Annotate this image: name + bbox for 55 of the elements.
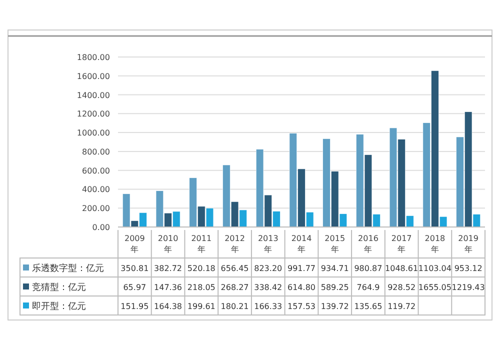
x-tick-label: 2010年 <box>158 234 178 254</box>
y-tick-label: 600.00 <box>82 166 110 176</box>
x-tick-label: 2013年 <box>258 234 278 254</box>
y-tick-label: 0.00 <box>92 223 110 232</box>
data-label: 268.27 <box>220 283 249 292</box>
data-label: 218.05 <box>187 283 216 292</box>
data-label: 764.9 <box>356 283 380 292</box>
data-label: 135.65 <box>354 302 382 311</box>
data-label: 119.72 <box>388 302 416 311</box>
data-label: 589.25 <box>320 283 349 292</box>
data-label: 382.72 <box>154 264 182 273</box>
data-label: 139.72 <box>320 302 349 311</box>
data-label: 147.36 <box>154 283 182 292</box>
data-label: 1048.61 <box>385 264 418 273</box>
y-tick-label: 800.00 <box>82 147 110 156</box>
legend-label: 竞猜型：亿元 <box>32 282 86 293</box>
data-label: 65.97 <box>123 283 146 292</box>
x-tick-label: 2014年 <box>291 234 312 254</box>
data-label: 1655.05 <box>418 283 452 292</box>
y-tick-label: 200.00 <box>82 204 110 214</box>
data-label: 338.42 <box>254 283 282 292</box>
y-tick-label: 1600.00 <box>76 72 110 81</box>
x-tick-label: 2012年 <box>224 234 245 254</box>
data-label: 991.77 <box>288 264 316 273</box>
data-label: 656.45 <box>220 264 249 273</box>
x-tick-label: 2016年 <box>358 234 378 254</box>
legend-label: 乐透数字型：亿元 <box>32 263 104 274</box>
y-tick-label: 1200.00 <box>76 110 110 119</box>
legend-label: 即开型：亿元 <box>32 301 86 312</box>
data-label: 823.20 <box>254 264 282 273</box>
data-label: 180.21 <box>220 302 249 311</box>
y-tick-label: 1800.00 <box>76 53 110 62</box>
x-tick-label: 2018年 <box>424 234 446 254</box>
data-label: 934.71 <box>320 264 349 273</box>
x-tick-label: 2011年 <box>191 234 212 254</box>
x-tick-label: 2009年 <box>124 234 145 254</box>
x-tick-label: 2015年 <box>324 234 346 254</box>
y-tick-label: 1400.00 <box>76 90 110 100</box>
data-label: 157.53 <box>288 302 316 311</box>
data-label: 980.87 <box>354 264 382 273</box>
data-label: 151.95 <box>120 302 149 311</box>
data-label: 953.12 <box>454 264 482 273</box>
data-label: 350.81 <box>120 264 149 273</box>
x-tick-label: 2017年 <box>391 234 412 254</box>
data-label: 199.61 <box>187 302 216 311</box>
data-label: 1219.43 <box>452 283 485 292</box>
x-tick-label: 2019年 <box>458 234 478 254</box>
data-label: 614.80 <box>288 283 316 292</box>
data-label: 928.52 <box>388 283 416 292</box>
y-tick-label: 1000.00 <box>76 128 110 138</box>
data-label: 520.18 <box>187 264 216 273</box>
data-label: 1103.04 <box>418 264 452 273</box>
data-label: 166.33 <box>254 302 282 311</box>
data-label: 164.38 <box>154 302 182 311</box>
y-tick-label: 400.00 <box>82 185 110 194</box>
